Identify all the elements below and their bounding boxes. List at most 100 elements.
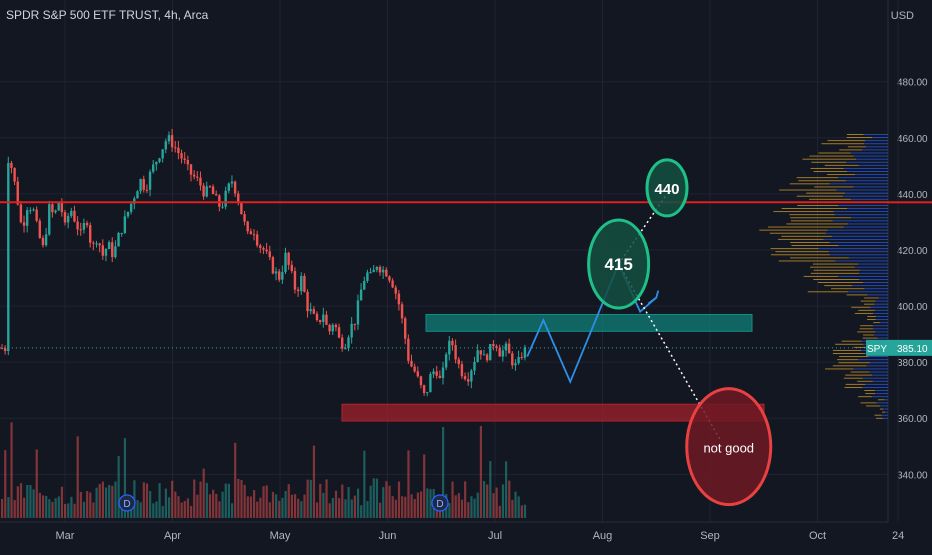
candle-body [315, 313, 319, 321]
volume-bar [240, 479, 243, 518]
volume-bar [234, 442, 237, 518]
projection-path [526, 261, 657, 385]
y-tick-label: 440.00 [897, 190, 928, 201]
projection-arrow-head [647, 290, 660, 305]
volume-profile-bar-down [844, 386, 863, 388]
volume-profile-bar-up [853, 155, 888, 157]
dividend-icon-2 [431, 494, 449, 512]
candle-body [60, 202, 64, 213]
candle-body [7, 162, 10, 352]
volume-profile-bar-up [877, 337, 888, 339]
volume-bar [520, 505, 523, 518]
y-tick-label: 360.00 [897, 414, 928, 425]
volume-bar [111, 485, 114, 518]
candle-body [460, 364, 464, 377]
candle-body [129, 203, 133, 212]
volume-bar [460, 499, 464, 518]
candle-body [139, 179, 142, 192]
volume-bar [268, 502, 271, 518]
candle-body [422, 385, 426, 394]
candle-body [76, 221, 79, 230]
candle-body [265, 249, 268, 252]
candle-body [38, 220, 41, 238]
volume-bar [413, 499, 416, 518]
volume-bar [54, 498, 57, 518]
volume-bar [13, 500, 16, 518]
volume-profile-bar-down [846, 134, 864, 135]
volume-profile-bar-down [839, 356, 869, 358]
volume-profile-bar-up [864, 143, 888, 145]
volume-profile-bar-down [813, 269, 860, 271]
volume-bar [410, 494, 413, 518]
volume-profile-bar-down [864, 297, 879, 299]
volume-profile-bar-up [864, 288, 888, 290]
volume-profile-bar-down [864, 390, 875, 391]
volume-profile-bar-down [770, 254, 830, 256]
candle-body [400, 304, 404, 319]
candle-body [457, 359, 460, 365]
candle-body [85, 223, 89, 226]
candle-body [394, 287, 397, 294]
volume-bar [256, 501, 259, 518]
candle-body [318, 320, 322, 322]
volume-profile-bar-up [878, 297, 888, 299]
volume-bar [451, 481, 454, 518]
candle-body [92, 242, 95, 244]
candle-body [211, 186, 215, 195]
volume-bar [183, 500, 186, 518]
volume-profile-bar-up [874, 390, 888, 391]
volume-bar [149, 491, 152, 518]
volume-bar [19, 483, 23, 518]
volume-bar [517, 496, 520, 518]
volume-profile-bar-up [875, 393, 888, 395]
candle-body [249, 231, 253, 235]
volume-bar [202, 468, 205, 518]
volume-profile-bar-up [875, 331, 888, 333]
candle-body [224, 190, 227, 207]
volume-profile-bar-down [845, 374, 873, 376]
candle-body [448, 340, 451, 355]
candle-body [205, 186, 208, 197]
volume-profile-bar-down [876, 417, 883, 419]
candle-body [136, 191, 139, 199]
volume-profile-bar-down [862, 337, 878, 339]
volume-bar [196, 494, 199, 518]
candle-body [237, 193, 240, 202]
candle-body [300, 275, 303, 292]
volume-bar [41, 495, 45, 518]
candle-body [350, 323, 353, 338]
volume-bar [482, 481, 486, 518]
volume-bar [26, 484, 29, 518]
candle-body [290, 264, 293, 272]
candle-body [375, 266, 379, 270]
candle-body [44, 234, 48, 246]
volume-profile-bar-up [850, 152, 888, 154]
candle-body [82, 223, 86, 230]
candle-body [262, 247, 265, 250]
key-level-marker [888, 201, 932, 204]
volume-profile-bar-down [846, 294, 868, 296]
volume-profile-bar-up [868, 356, 888, 358]
candle-body [334, 324, 338, 328]
volume-bar [498, 505, 501, 518]
volume-bar [4, 450, 7, 518]
volume-bar [407, 450, 410, 518]
volume-bar [230, 503, 234, 518]
candle-body [517, 357, 520, 364]
candle-body [397, 293, 401, 305]
candle-body [123, 216, 127, 233]
volume-bar [167, 497, 171, 518]
candle-body [218, 195, 221, 207]
volume-profile-bar-down [850, 371, 870, 373]
volume-profile-bar-down [874, 414, 882, 416]
x-tick-label: Apr [164, 530, 181, 542]
volume-profile-bar-down [824, 285, 853, 287]
candle-body [413, 366, 416, 372]
candle-body [259, 245, 262, 248]
candle-body [470, 370, 473, 382]
volume-profile-bar-down [867, 316, 876, 317]
volume-profile-bar-down [806, 192, 845, 194]
target-440-circle [645, 158, 689, 218]
volume-profile-bar-up [828, 251, 888, 253]
